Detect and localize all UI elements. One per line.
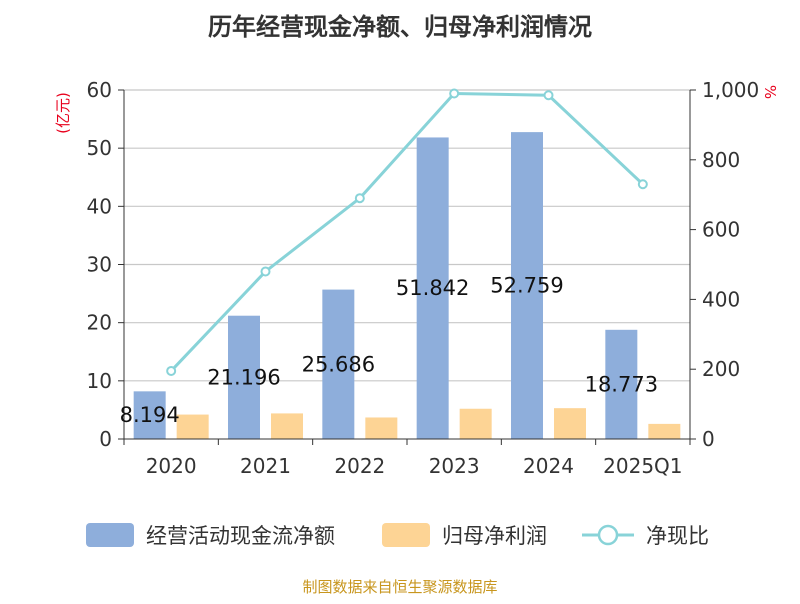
legend-label-ratio: 净现比 bbox=[646, 524, 709, 548]
right-tick-label: 800 bbox=[702, 148, 740, 172]
bar-value-label: 21.196 bbox=[207, 365, 280, 389]
x-tick-label: 2025Q1 bbox=[603, 454, 682, 478]
net-profit-bar bbox=[459, 408, 492, 439]
right-tick-label: 600 bbox=[702, 218, 740, 242]
net-profit-bar bbox=[365, 417, 398, 439]
x-tick-label: 2024 bbox=[523, 454, 574, 478]
ratio-point bbox=[166, 365, 177, 376]
line-series bbox=[166, 88, 648, 376]
legend-label-cashflow: 经营活动现金流净额 bbox=[146, 524, 335, 548]
ratio-point bbox=[543, 90, 554, 101]
left-tick-label: 20 bbox=[87, 311, 112, 335]
cashflow-bar bbox=[133, 391, 166, 439]
footer-source: 制图数据来自恒生聚源数据库 bbox=[302, 578, 497, 596]
left-tick-label: 40 bbox=[87, 194, 112, 218]
ratio-point bbox=[260, 266, 271, 277]
left-axis-label: (亿元) bbox=[54, 92, 72, 134]
x-tick-label: 2022 bbox=[334, 454, 385, 478]
x-tick-label: 2021 bbox=[240, 454, 291, 478]
net-profit-bar bbox=[176, 414, 209, 439]
legend-label-net-profit: 归母净利润 bbox=[442, 524, 547, 548]
right-axis-label: % bbox=[761, 85, 779, 99]
right-tick-label: 200 bbox=[702, 357, 740, 381]
net-profit-bar bbox=[554, 408, 586, 439]
bar-series bbox=[133, 132, 681, 440]
left-tick-label: 0 bbox=[99, 427, 112, 451]
legend-marker-ratio bbox=[597, 524, 619, 546]
bar-value-label: 51.842 bbox=[396, 276, 469, 300]
ratio-point bbox=[637, 179, 648, 190]
legend-swatch-cashflow bbox=[86, 523, 134, 547]
cashflow-bar bbox=[605, 329, 638, 439]
left-tick-label: 60 bbox=[87, 78, 112, 102]
right-tick-label: 400 bbox=[702, 287, 740, 311]
ratio-point bbox=[449, 88, 460, 99]
legend: 经营活动现金流净额 归母净利润 净现比 bbox=[86, 523, 709, 548]
grid-lines bbox=[124, 89, 690, 382]
cashflow-bar bbox=[416, 137, 449, 439]
legend-swatch-net-profit bbox=[382, 523, 430, 547]
net-profit-bar bbox=[648, 423, 681, 439]
cashflow-bar bbox=[322, 289, 355, 439]
chart-title: 历年经营现金净额、归母净利润情况 bbox=[208, 13, 592, 41]
left-tick-label: 50 bbox=[87, 136, 112, 160]
ratio-line bbox=[170, 91, 644, 372]
data-labels: 8.194 21.196 25.686 51.842 52.759 18.773 bbox=[120, 274, 658, 428]
ratio-point bbox=[354, 193, 365, 204]
left-tick-label: 10 bbox=[87, 369, 112, 393]
bar-value-label: 52.759 bbox=[490, 274, 563, 298]
bar-value-label: 25.686 bbox=[302, 352, 375, 376]
net-profit-bar bbox=[271, 413, 303, 439]
right-tick-label: 0 bbox=[702, 427, 715, 451]
x-tick-label: 2023 bbox=[429, 454, 480, 478]
right-tick-label: 1,000 bbox=[702, 78, 759, 102]
bar-value-label: 8.194 bbox=[120, 403, 180, 427]
cashflow-bar bbox=[228, 315, 260, 439]
left-tick-label: 30 bbox=[87, 253, 112, 277]
bar-value-label: 18.773 bbox=[585, 372, 658, 396]
cashflow-bar bbox=[511, 132, 543, 440]
x-tick-label: 2020 bbox=[146, 454, 197, 478]
